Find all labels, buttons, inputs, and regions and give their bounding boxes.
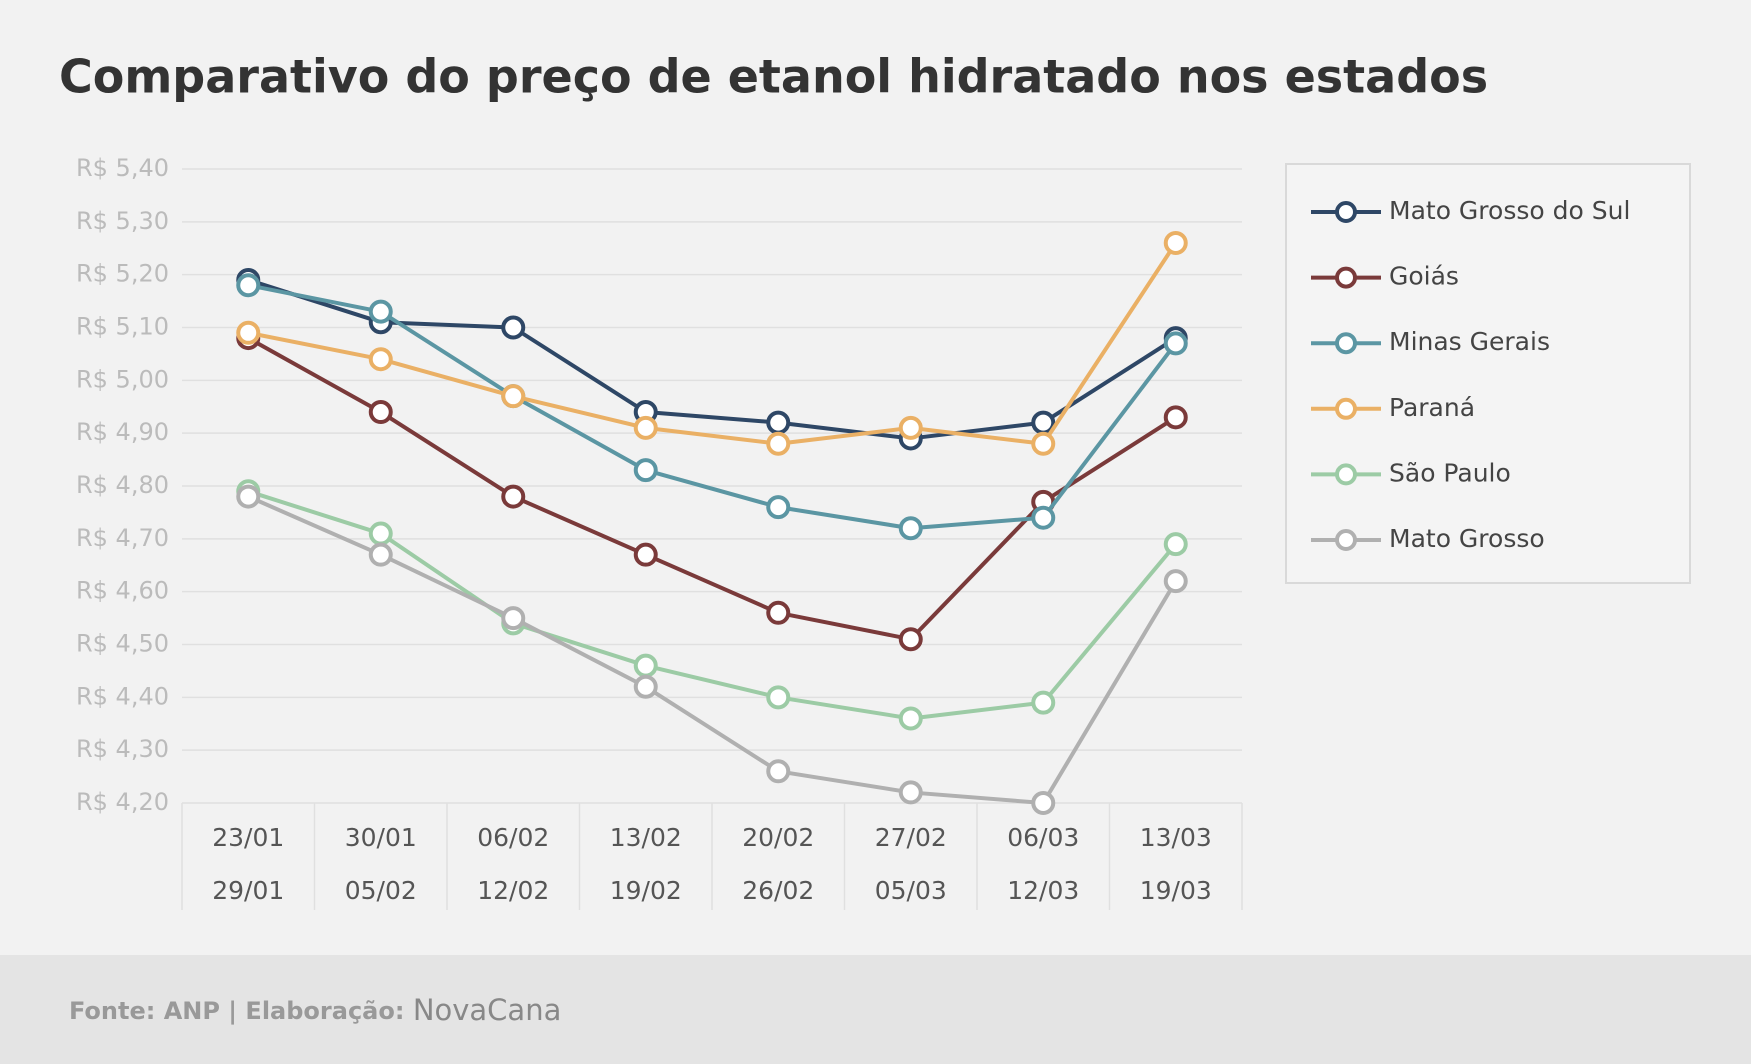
point	[766, 431, 791, 456]
x-tick-label: 06/02	[477, 823, 549, 852]
x-tick-label: 19/02	[610, 876, 682, 905]
point	[501, 606, 526, 631]
x-tick-label: 23/01	[212, 823, 284, 852]
legend-label: Mato Grosso do Sul	[1389, 196, 1630, 225]
x-tick-label: 29/01	[212, 876, 284, 905]
point	[1031, 690, 1056, 715]
point	[1031, 431, 1056, 456]
point	[236, 273, 261, 298]
x-tick-label: 12/03	[1007, 876, 1079, 905]
x-tick-label: 20/02	[742, 823, 814, 852]
point	[236, 484, 261, 509]
x-tick-label: 27/02	[875, 823, 947, 852]
legend-box	[1285, 163, 1691, 584]
legend-marker	[1335, 201, 1357, 223]
y-tick-label: R$ 4,30	[76, 735, 169, 763]
point	[1163, 331, 1188, 356]
footer: Fonte: ANP | Elaboração: NovaCana	[69, 993, 561, 1027]
point	[633, 674, 658, 699]
y-tick-label: R$ 4,60	[76, 577, 169, 605]
x-tick-label: 26/02	[742, 876, 814, 905]
y-tick-label: R$ 5,20	[76, 260, 169, 288]
y-tick-label: R$ 5,40	[76, 154, 169, 182]
y-tick-label: R$ 4,40	[76, 682, 169, 710]
x-tick-label: 12/02	[477, 876, 549, 905]
point	[368, 347, 393, 372]
y-tick-label: R$ 4,50	[76, 630, 169, 658]
series-line	[247, 283, 1178, 531]
point	[1031, 505, 1056, 530]
legend-marker	[1335, 397, 1357, 420]
x-tick-label: 13/03	[1140, 823, 1212, 852]
brand: NovaCana	[413, 993, 562, 1027]
point	[368, 521, 393, 546]
y-tick-label: R$ 4,70	[76, 524, 169, 552]
chart-title: Comparativo do preço de etanol hidratado…	[59, 50, 1488, 104]
series-line	[247, 336, 1177, 642]
legend-marker	[1335, 463, 1357, 486]
point	[1163, 569, 1188, 594]
point	[236, 320, 261, 345]
x-tick-label: 13/02	[610, 823, 682, 852]
x-tick-label: 05/02	[345, 876, 417, 905]
legend-label: Mato Grosso	[1389, 524, 1545, 553]
point	[501, 315, 526, 340]
y-tick-label: R$ 5,10	[76, 313, 169, 341]
legend-marker	[1335, 529, 1357, 551]
point	[898, 415, 923, 440]
y-tick-label: R$ 5,30	[76, 207, 169, 235]
x-tick-label: 30/01	[345, 823, 417, 852]
x-tick-label: 05/03	[875, 876, 947, 905]
y-tick-label: R$ 4,90	[76, 418, 169, 446]
point	[766, 495, 791, 520]
point	[898, 627, 923, 652]
y-tick-label: R$ 4,80	[76, 471, 169, 499]
footer-band	[0, 955, 1751, 1064]
series-line	[247, 494, 1178, 805]
series-line	[247, 241, 1178, 446]
legend-marker	[1335, 266, 1357, 289]
point	[898, 706, 923, 731]
legend-label: Goiás	[1389, 262, 1459, 291]
series-line	[247, 489, 1178, 721]
point	[766, 410, 791, 435]
legend-marker	[1335, 332, 1357, 355]
point	[766, 685, 791, 710]
y-tick-label: R$ 5,00	[76, 365, 169, 393]
source: Fonte: ANP | Elaboração:	[69, 997, 404, 1025]
point	[368, 542, 393, 567]
x-tick-label: 06/03	[1007, 823, 1079, 852]
series-line	[247, 278, 1177, 441]
point	[368, 299, 393, 324]
point	[633, 415, 658, 440]
point	[1163, 230, 1188, 255]
legend-label: Minas Gerais	[1389, 327, 1550, 356]
legend-label: São Paulo	[1389, 458, 1511, 487]
point	[501, 484, 526, 509]
point	[766, 600, 791, 625]
point	[633, 458, 658, 483]
point	[1163, 532, 1188, 557]
point	[1031, 791, 1056, 815]
point	[633, 542, 658, 567]
x-tick-label: 19/03	[1140, 876, 1212, 905]
point	[1163, 405, 1188, 430]
point	[501, 384, 526, 409]
y-tick-label: R$ 4,20	[76, 788, 169, 816]
point	[898, 780, 923, 805]
legend-label: Paraná	[1389, 393, 1475, 422]
point	[898, 516, 923, 541]
point	[766, 759, 791, 784]
point	[368, 400, 393, 425]
point	[633, 653, 658, 678]
